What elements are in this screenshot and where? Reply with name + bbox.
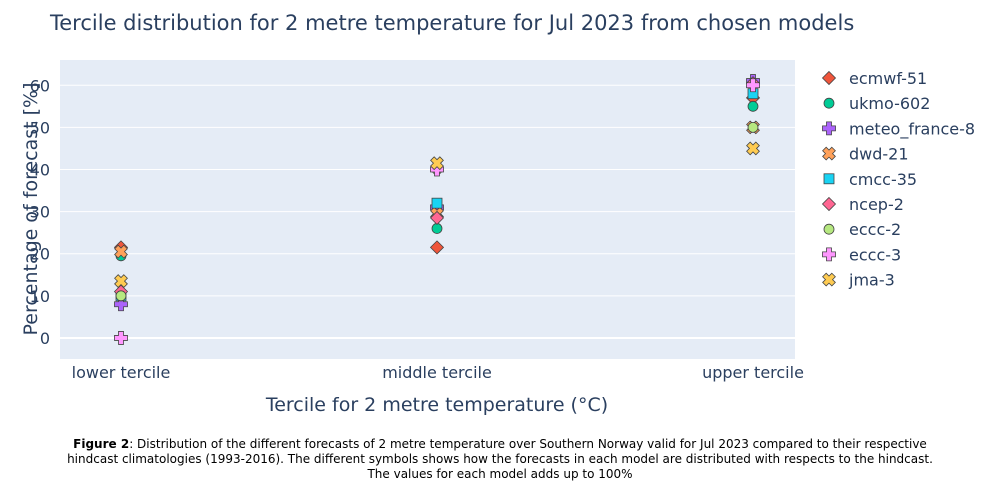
chart-title: Tercile distribution for 2 metre tempera…	[49, 11, 854, 35]
x-axis-ticks: lower tercile middle tercile upper tercile	[72, 363, 804, 382]
data-point-cmcc-35	[431, 197, 443, 209]
x-tick-label: upper tercile	[702, 363, 804, 382]
legend-marker-ecmwf-51	[821, 70, 837, 86]
legend-item[interactable]: cmcc-35	[823, 170, 917, 189]
legend-item[interactable]: ecmwf-51	[821, 69, 928, 88]
legend-item[interactable]: meteo_france-8	[822, 119, 976, 139]
x-axis-label: Tercile for 2 metre temperature (°C)	[265, 394, 608, 416]
y-axis-label: Percentage of forecast [%]	[20, 82, 42, 335]
data-point-ukmo-602	[747, 100, 759, 112]
legend-marker-ncep-2	[821, 196, 837, 212]
legend-label: ncep-2	[849, 195, 904, 214]
y-tick-label: 10	[30, 287, 50, 306]
grid-lines	[60, 84, 795, 339]
data-point-dwd-21	[114, 244, 128, 259]
data-point-jma-3	[746, 141, 760, 156]
legend-item[interactable]: dwd-21	[820, 144, 909, 164]
legend-label: ukmo-602	[849, 94, 930, 113]
y-tick-label: 30	[30, 203, 50, 222]
legend-label: dwd-21	[849, 145, 909, 164]
data-point-ncep-2	[429, 210, 445, 225]
data-point-jma-3	[430, 156, 444, 171]
x-tick-label: lower tercile	[72, 363, 171, 382]
x-tick-label: middle tercile	[382, 363, 492, 382]
y-tick-label: 40	[30, 160, 50, 179]
caption-text: : Distribution of the different forecast…	[67, 437, 933, 481]
legend-item[interactable]: ukmo-602	[823, 94, 930, 113]
legend-item[interactable]: jma-3	[820, 270, 895, 290]
plot-area	[60, 60, 795, 359]
data-point-meteo_france-8	[114, 297, 128, 312]
data-point-eccc-2	[115, 290, 127, 302]
legend-label: meteo_france-8	[849, 119, 975, 139]
legend-item[interactable]: ncep-2	[821, 195, 904, 214]
caption-label: Figure 2	[73, 437, 130, 451]
legend-label: eccc-3	[849, 245, 901, 264]
legend-item[interactable]: eccc-2	[823, 220, 901, 239]
data-point-eccc-2	[747, 121, 759, 133]
data-point-eccc-3	[746, 78, 760, 93]
legend-marker-ukmo-602	[823, 97, 835, 109]
data-point-eccc-3	[114, 331, 128, 345]
y-axis-ticks: 0 10 20 30 40 50 60	[30, 76, 50, 348]
data-point-ecmwf-51	[429, 240, 445, 255]
y-tick-label: 50	[30, 118, 50, 137]
legend-marker-cmcc-35	[823, 173, 835, 185]
legend[interactable]: ecmwf-51 ukmo-602 meteo_france-8 dwd-21 cmcc…	[820, 69, 975, 290]
y-tick-label: 20	[30, 245, 50, 264]
y-tick-label: 60	[30, 76, 50, 95]
tercile-chart: Tercile distribution for 2 metre tempera…	[20, 11, 975, 416]
legend-item[interactable]: eccc-3	[822, 245, 902, 264]
data-point-jma-3	[114, 274, 128, 289]
legend-label: ecmwf-51	[849, 69, 927, 88]
legend-label: eccc-2	[849, 220, 901, 239]
legend-marker-meteo_france-8	[822, 121, 836, 136]
data-points	[113, 74, 761, 345]
legend-marker-eccc-2	[823, 223, 835, 235]
legend-marker-dwd-21	[822, 146, 836, 161]
y-tick-label: 0	[40, 329, 50, 348]
legend-marker-jma-3	[822, 272, 836, 287]
legend-label: jma-3	[848, 271, 895, 290]
legend-marker-eccc-3	[822, 247, 836, 262]
figure-caption: Figure 2: Distribution of the different …	[60, 437, 940, 482]
legend-label: cmcc-35	[849, 170, 917, 189]
